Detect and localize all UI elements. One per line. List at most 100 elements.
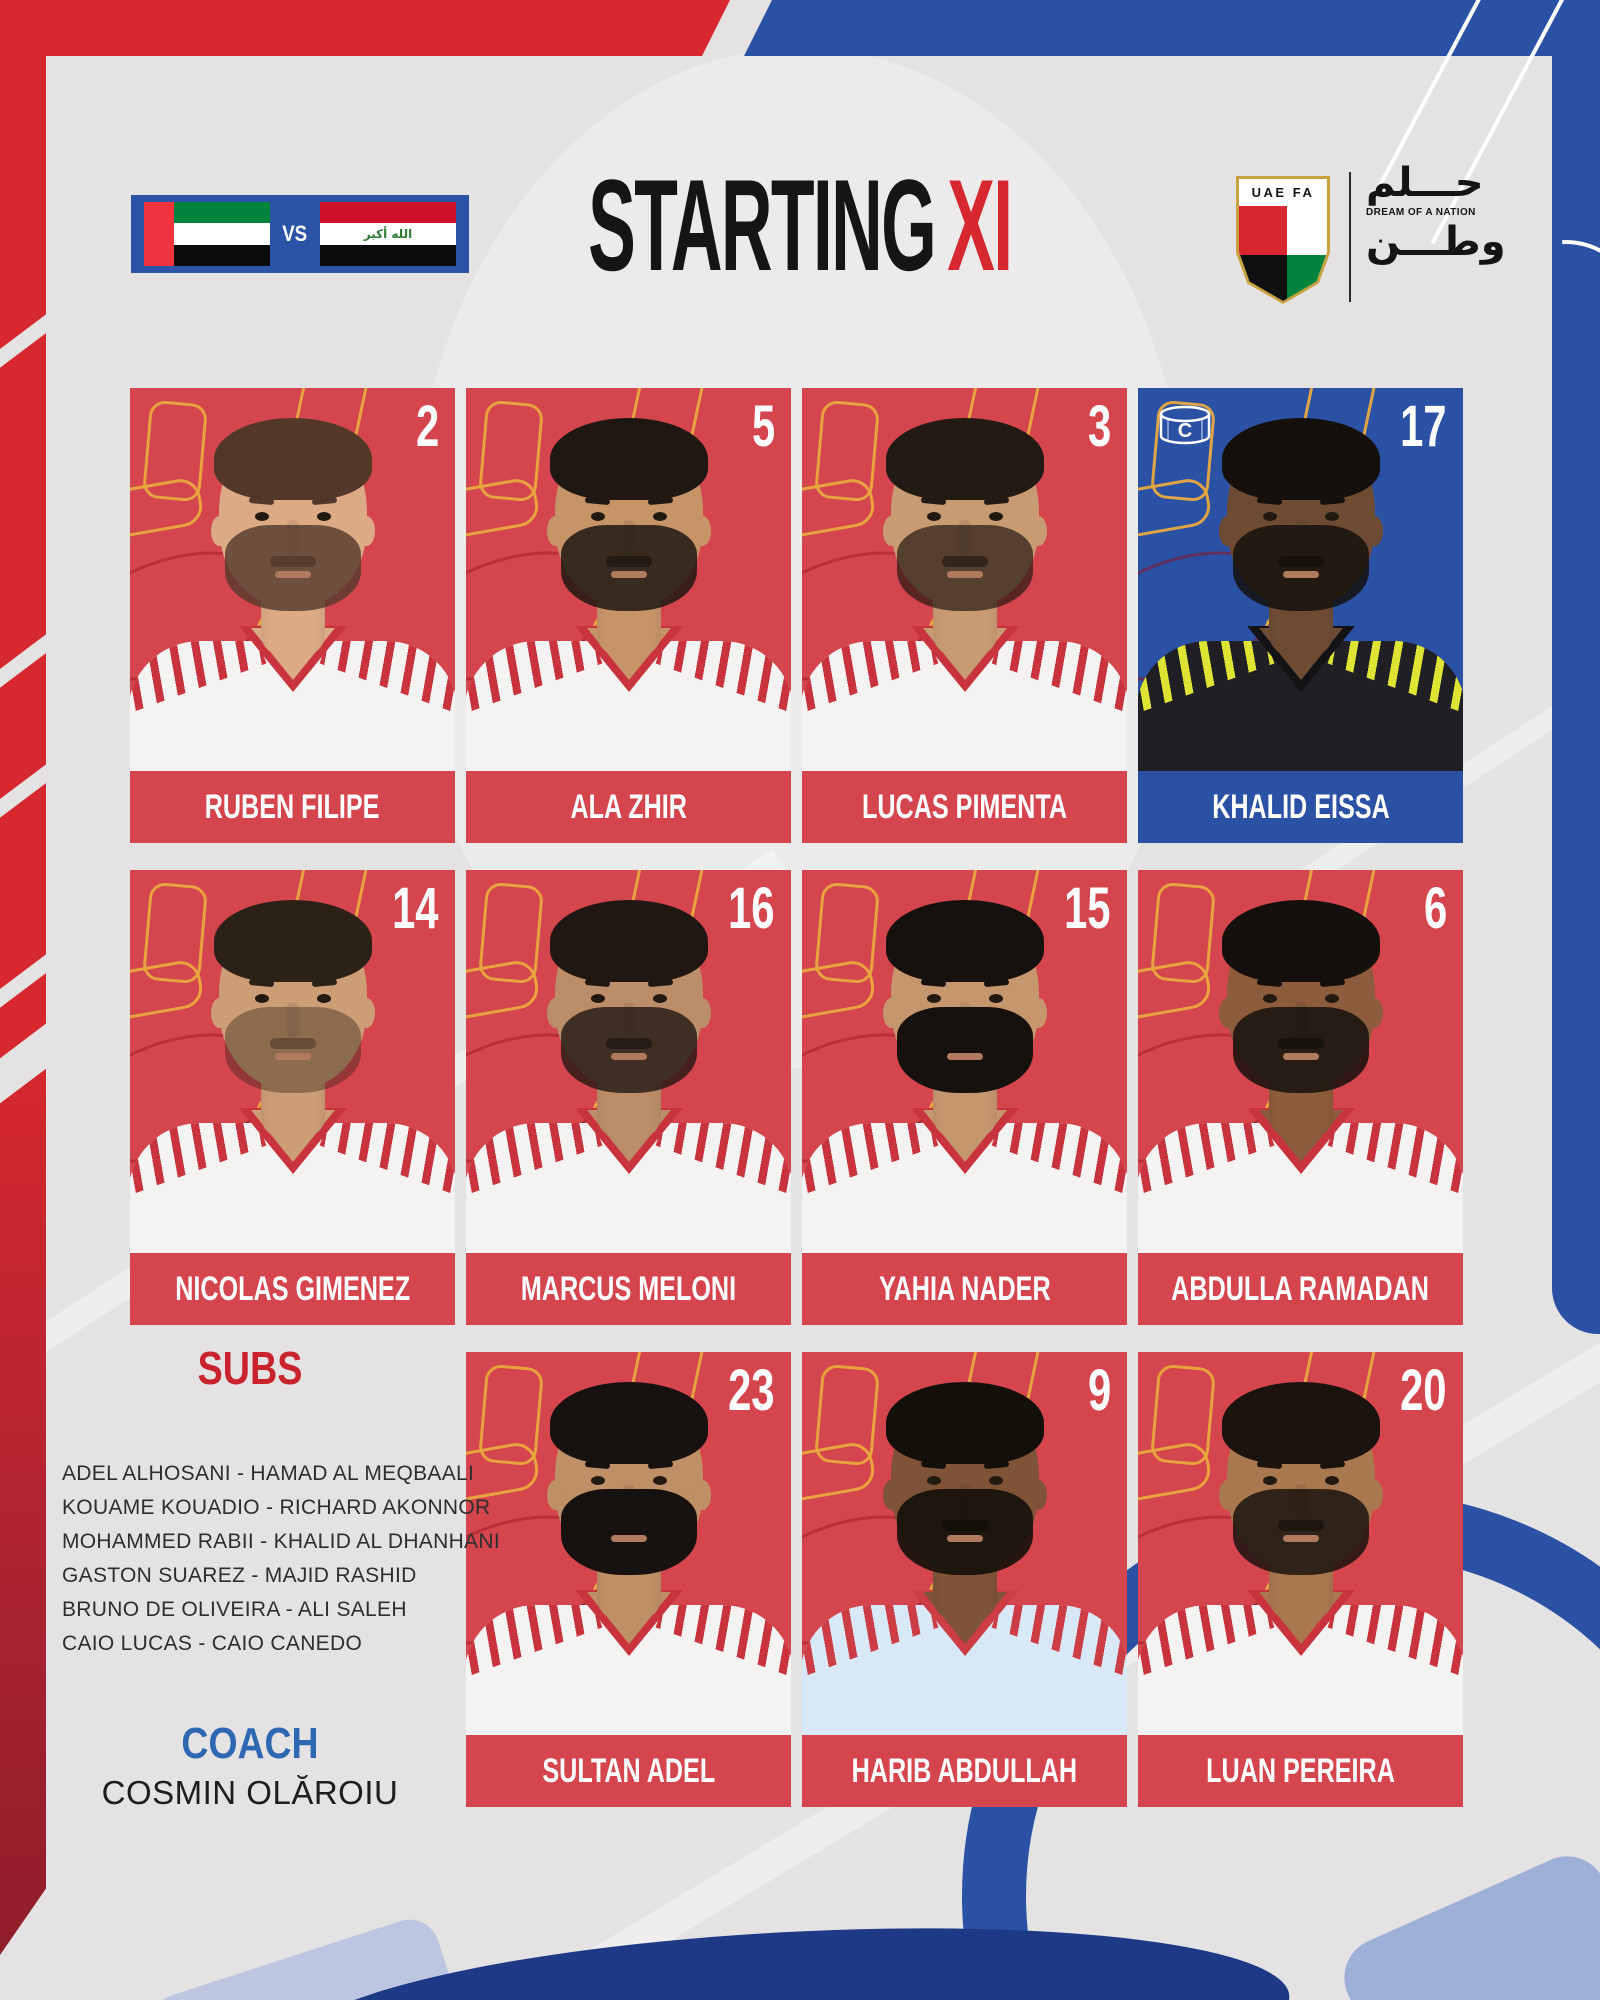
player-number: 15: [1064, 876, 1111, 941]
subs-line: GASTON SUAREZ - MAJID RASHID: [62, 1564, 417, 1587]
player-card: 14 NICOLAS GIMENEZ: [130, 870, 455, 1325]
player-photo: 6: [1138, 870, 1463, 1253]
subs-line: BRUNO DE OLIVEIRA - ALI SALEH: [62, 1598, 407, 1621]
players-row-2: 14 NICOLAS GIMENEZ 16: [130, 870, 1463, 1325]
player-portrait: [802, 1352, 1127, 1735]
player-portrait: [466, 1352, 791, 1735]
top-band-blue: [744, 0, 1600, 56]
player-portrait: [802, 870, 1127, 1253]
player-name: SULTAN ADEL: [542, 1751, 715, 1790]
player-photo: 15: [802, 870, 1127, 1253]
captain-armband-icon: C: [1159, 405, 1211, 445]
player-name: HARIB ABDULLAH: [851, 1751, 1078, 1790]
player-card: 6 ABDULLA RAMADAN: [1138, 870, 1463, 1325]
iraq-flag-script: الله أكبر: [363, 226, 413, 241]
player-name: MARCUS MELONI: [520, 1269, 737, 1308]
player-card: 9 HARIB ABDULLAH: [802, 1352, 1127, 1807]
player-number: 17: [1400, 394, 1447, 459]
player-name: KHALID EISSA: [1211, 787, 1390, 826]
uae-fa-crest: UAE FA: [1236, 176, 1330, 304]
subs-line: ADEL ALHOSANI - HAMAD AL MEQBAALI: [62, 1462, 475, 1485]
player-portrait: [1138, 870, 1463, 1253]
title-accent: XI: [947, 152, 1013, 298]
player-card: 20 LUAN PEREIRA: [1138, 1352, 1463, 1807]
player-name-bar: KHALID EISSA: [1138, 771, 1463, 843]
player-name: ALA ZHIR: [570, 787, 687, 826]
player-photo: 3: [802, 388, 1127, 771]
player-name: YAHIA NADER: [878, 1269, 1051, 1308]
player-number: 14: [392, 876, 439, 941]
player-photo: 5: [466, 388, 791, 771]
top-band-red: [0, 0, 730, 56]
subs-line: CAIO LUCAS - CAIO CANEDO: [62, 1632, 363, 1655]
player-name: RUBEN FILIPE: [205, 787, 380, 826]
player-portrait: [130, 870, 455, 1253]
player-photo: 23: [466, 1352, 791, 1735]
player-card: 2 RUBEN FILIPE: [130, 388, 455, 843]
player-photo: C 17: [1138, 388, 1463, 771]
player-card: 5 ALA ZHIR: [466, 388, 791, 843]
subs-line: MOHAMMED RABII - KHALID AL DHANHANI: [62, 1530, 500, 1553]
player-name-bar: ABDULLA RAMADAN: [1138, 1253, 1463, 1325]
title-main: STARTING: [588, 152, 937, 298]
player-name-bar: RUBEN FILIPE: [130, 771, 455, 843]
player-number: 20: [1400, 1358, 1447, 1423]
player-photo: 16: [466, 870, 791, 1253]
player-number: 3: [1087, 394, 1111, 459]
player-name: ABDULLA RAMADAN: [1171, 1269, 1430, 1308]
player-name-bar: LUAN PEREIRA: [1138, 1735, 1463, 1807]
player-number: 23: [728, 1358, 775, 1423]
dream-of-a-nation-lockup: حـــلم DREAM OF A NATION وطـــن: [1366, 160, 1506, 265]
player-portrait: [1138, 388, 1463, 771]
iraq-flag: الله أكبر: [319, 202, 456, 266]
player-photo: 2: [130, 388, 455, 771]
player-card: 15 YAHIA NADER: [802, 870, 1127, 1325]
tagline: DREAM OF A NATION: [1366, 207, 1476, 218]
player-portrait: [802, 388, 1127, 771]
player-card: 3 LUCAS PIMENTA: [802, 388, 1127, 843]
player-card: 16 MARCUS MELONI: [466, 870, 791, 1325]
coach-name: COSMIN OLĂROIU: [101, 1774, 399, 1811]
player-name: LUAN PEREIRA: [1206, 1751, 1395, 1790]
player-number: 9: [1087, 1358, 1111, 1423]
player-name-bar: ALA ZHIR: [466, 771, 791, 843]
player-name-bar: NICOLAS GIMENEZ: [130, 1253, 455, 1325]
player-name: LUCAS PIMENTA: [861, 787, 1068, 826]
subs-section: SUBS ADEL ALHOSANI - HAMAD AL MEQBAALI K…: [62, 1345, 500, 1661]
player-number: 16: [728, 876, 775, 941]
player-portrait: [130, 388, 455, 771]
subs-line: KOUAME KOUADIO - RICHARD AKONNOR: [62, 1496, 491, 1519]
subs-list: ADEL ALHOSANI - HAMAD AL MEQBAALI KOUAME…: [62, 1457, 500, 1661]
player-number: 5: [751, 394, 775, 459]
vs-label: VS: [282, 221, 308, 246]
crest-label: UAE FA: [1251, 185, 1315, 200]
player-number: 6: [1423, 876, 1447, 941]
player-card: 23 SULTAN ADEL: [466, 1352, 791, 1807]
page-title: STARTINGXI: [0, 160, 1600, 290]
left-ribbon-red: [0, 55, 46, 1955]
player-name-bar: LUCAS PIMENTA: [802, 771, 1127, 843]
player-name-bar: HARIB ABDULLAH: [802, 1735, 1127, 1807]
right-band-blue: [1552, 0, 1600, 1334]
player-photo: 20: [1138, 1352, 1463, 1735]
players-row-1: 2 RUBEN FILIPE 5: [130, 388, 1463, 843]
player-number: 2: [415, 394, 439, 459]
player-name-bar: SULTAN ADEL: [466, 1735, 791, 1807]
matchup-flags: VS الله أكبر: [131, 195, 469, 273]
uae-flag: [144, 202, 270, 266]
player-portrait: [466, 388, 791, 771]
captain-letter: C: [1178, 420, 1192, 442]
player-card-goalkeeper: C 17 KHALID EISSA: [1138, 388, 1463, 843]
player-name-bar: MARCUS MELONI: [466, 1253, 791, 1325]
branding-divider: [1349, 172, 1351, 302]
player-portrait: [1138, 1352, 1463, 1735]
player-name: NICOLAS GIMENEZ: [175, 1269, 410, 1308]
player-photo: 9: [802, 1352, 1127, 1735]
player-photo: 14: [130, 870, 455, 1253]
player-portrait: [466, 870, 791, 1253]
player-name-bar: YAHIA NADER: [802, 1253, 1127, 1325]
arabic-word-bottom: وطـــن: [1366, 219, 1506, 265]
players-row-3: 23 SULTAN ADEL 9: [466, 1352, 1463, 1807]
coach-heading: COACH: [181, 1719, 319, 1768]
